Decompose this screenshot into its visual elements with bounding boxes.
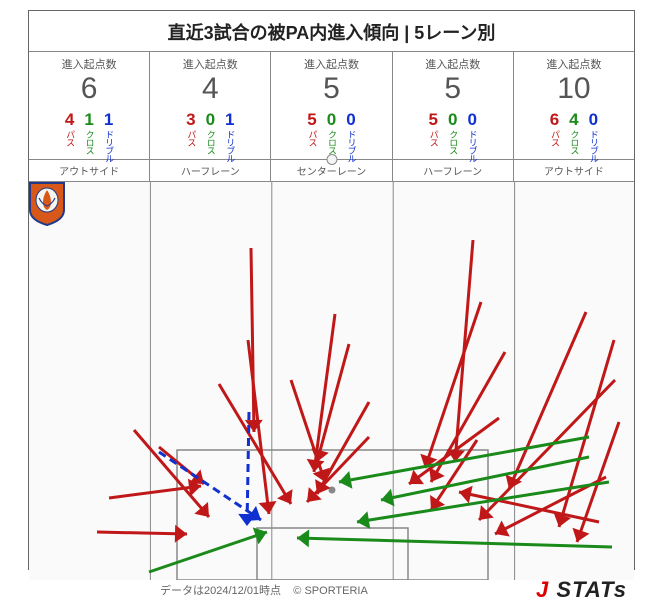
lane-total: 5: [395, 72, 511, 105]
lane-top-label: 進入起点数: [152, 56, 268, 72]
lane-top-label: 進入起点数: [31, 56, 147, 72]
arrow: [506, 312, 586, 489]
lane-total: 6: [31, 72, 147, 105]
breakdown-pass: 5パス: [429, 111, 438, 166]
jstats-logo: J STATs: [536, 577, 627, 603]
breakdown-dribble: 0ドリブル: [589, 111, 598, 166]
lane-stats: 進入起点数106パス4クロス0ドリブル: [514, 51, 634, 159]
lane-stats: 進入起点数55パス0クロス0ドリブル: [271, 51, 392, 159]
chart-container: 直近3試合の被PA内進入傾向 | 5レーン別 進入起点数64パス1クロス1ドリブ…: [28, 10, 635, 570]
arrow: [357, 482, 609, 529]
pitch-svg: [29, 182, 636, 580]
breakdown-cross: 0クロス: [448, 111, 457, 166]
lane-top-label: 進入起点数: [273, 56, 389, 72]
lane-top-label: 進入起点数: [516, 56, 632, 72]
arrow: [109, 479, 201, 498]
lane-stats-row: 進入起点数64パス1クロス1ドリブル進入起点数43パス0クロス1ドリブル進入起点…: [29, 51, 634, 159]
lane-total: 10: [516, 72, 632, 105]
breakdown-cross: 0クロス: [206, 111, 215, 166]
breakdown-cross: 4クロス: [569, 111, 578, 166]
data-note: データは2024/12/01時点 © SPORTERIA: [160, 582, 368, 598]
arrow: [420, 302, 481, 468]
breakdown-pass: 4パス: [65, 111, 74, 166]
lane-breakdown: 3パス 0クロス 1ドリブル: [152, 111, 268, 166]
breakdown-pass: 5パス: [307, 111, 316, 166]
arrow: [97, 525, 187, 543]
lane-name: ハーフレーン: [150, 160, 271, 181]
breakdown-pass: 6パス: [550, 111, 559, 166]
breakdown-cross: 1クロス: [84, 111, 93, 166]
lane-names-row: アウトサイドハーフレーンセンターレーンハーフレーンアウトサイド: [29, 159, 634, 182]
lane-name: ハーフレーン: [393, 160, 514, 181]
breakdown-dribble: 0ドリブル: [467, 111, 476, 166]
lane-total: 4: [152, 72, 268, 105]
lane-stats: 進入起点数55パス0クロス0ドリブル: [393, 51, 514, 159]
lane-name: アウトサイド: [514, 160, 634, 181]
arrow: [297, 529, 612, 547]
breakdown-dribble: 1ドリブル: [225, 111, 234, 166]
lane-breakdown: 6パス 4クロス 0ドリブル: [516, 111, 632, 166]
lane-name: センターレーン: [271, 160, 392, 181]
pitch-area: [29, 182, 634, 580]
breakdown-dribble: 1ドリブル: [104, 111, 113, 166]
lane-stats: 進入起点数64パス1クロス1ドリブル: [29, 51, 150, 159]
lane-stats: 進入起点数43パス0クロス1ドリブル: [150, 51, 271, 159]
breakdown-pass: 3パス: [186, 111, 195, 166]
lane-total: 5: [273, 72, 389, 105]
lane-breakdown: 4パス 1クロス 1ドリブル: [31, 111, 147, 166]
lane-breakdown: 5パス 0クロス 0ドリブル: [395, 111, 511, 166]
lane-top-label: 進入起点数: [395, 56, 511, 72]
chart-title: 直近3試合の被PA内進入傾向 | 5レーン別: [29, 11, 634, 51]
footer: データは2024/12/01時点 © SPORTERIA J STATs: [0, 577, 663, 603]
center-circle-top: [326, 154, 337, 165]
breakdown-dribble: 0ドリブル: [346, 111, 355, 166]
lane-name: アウトサイド: [29, 160, 150, 181]
team-crest: [29, 182, 65, 226]
arrow: [159, 452, 261, 521]
arrow: [245, 248, 263, 432]
